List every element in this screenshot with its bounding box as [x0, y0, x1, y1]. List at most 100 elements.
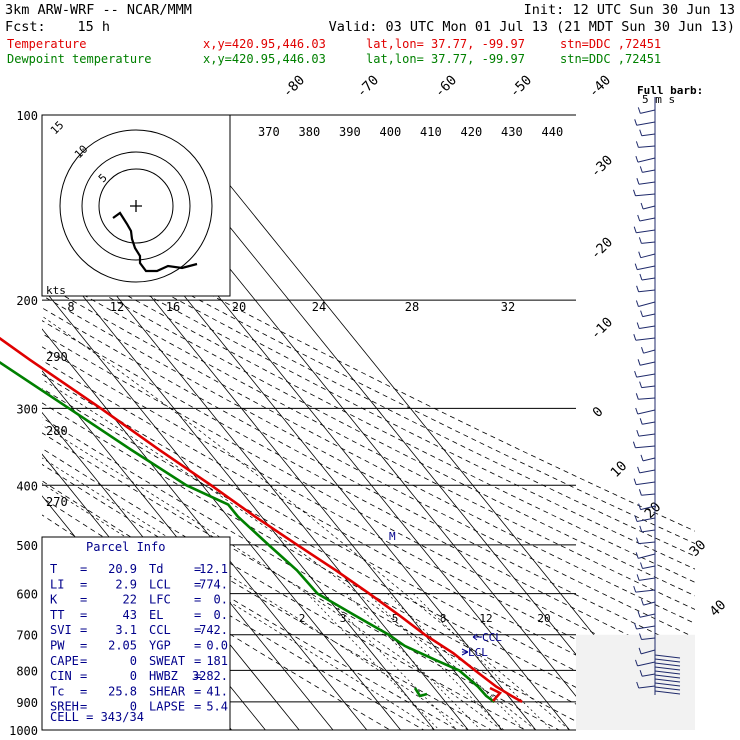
parcel-info-rows: T = 20.9 Td =12.1LI = 2.9 LCL =774.K = 22 LFC = 0.TT =…: [50, 562, 228, 714]
wind-barb: [639, 469, 656, 474]
wind-barb-feather: [640, 454, 644, 462]
wind-barb: [641, 529, 656, 533]
wind-key-subtitle: 5 m s: [642, 93, 675, 106]
wind-barb: [636, 517, 656, 522]
wind-barb-feather: [637, 107, 641, 114]
wind-barb-feather: [636, 322, 640, 329]
lcl-arrow: [461, 648, 469, 656]
wind-barb-feather: [640, 562, 643, 569]
background-shade: [576, 634, 695, 730]
mixing-ratio-label-20: 20: [537, 612, 550, 625]
wind-barb-feather: [638, 503, 642, 510]
theta-e-label-270: 270: [46, 495, 68, 509]
speed-label-28: 28: [405, 300, 419, 314]
wind-barb: [635, 193, 656, 197]
isotherm-label-10: 10: [608, 458, 631, 481]
hodograph-ring-15: [59, 129, 213, 283]
hodograph-trace: [112, 211, 198, 273]
pressure-label-200: 200: [16, 294, 38, 308]
moist-adiabat: [42, 424, 503, 730]
parcel-param-eq: =: [194, 669, 201, 683]
adiabat-label-380: 380: [299, 125, 321, 139]
wind-barb: [638, 397, 656, 400]
wind-barb-low: [654, 678, 681, 683]
wind-barb-feather: [639, 418, 643, 425]
parcel-param-eq: =: [194, 623, 201, 637]
wind-barb-feather: [636, 178, 640, 185]
parcel-param-name: LAPSE: [149, 700, 185, 714]
wind-barb: [642, 421, 656, 425]
parcel-param-value: 0.: [214, 593, 228, 607]
dry-adiabat: [42, 247, 695, 583]
parcel-param-eq: =: [80, 684, 87, 698]
parcel-param-value: 3282.: [192, 669, 228, 683]
mixing-ratio-label-12: 12: [479, 612, 492, 625]
pressure-label-600: 600: [16, 588, 38, 602]
speed-label-24: 24: [312, 300, 326, 314]
dry-adiabat: [42, 333, 695, 683]
hodograph-ring-5: [98, 168, 174, 244]
dewpoint-trace: [0, 361, 496, 703]
wind-barb: [635, 589, 656, 593]
dry-adiabat: [42, 259, 695, 597]
parcel-param-name: K: [50, 593, 58, 607]
wind-barb-feather: [639, 273, 643, 281]
isotherm-label--10: -10: [588, 314, 617, 343]
parcel-param-name: TT: [50, 608, 64, 622]
adiabat-label-420: 420: [461, 125, 483, 139]
isotherm-label-0: 0: [590, 404, 607, 421]
adiabat-labels: 370 380 390 400 410 420 430 440 8 12 16 20 24 28 32 290…: [46, 125, 563, 509]
wind-barb-feather: [634, 622, 637, 630]
wind-barb: [642, 205, 656, 210]
wind-barb: [640, 505, 656, 511]
wind-barbs: [632, 107, 681, 695]
pressure-label-700: 700: [16, 629, 38, 643]
wind-barb: [638, 553, 656, 559]
mixing-ratio-labels: 2 3 5 8 12 20: [299, 612, 551, 625]
pressure-label-300: 300: [16, 402, 38, 416]
wind-barb-feather: [638, 489, 642, 496]
temperature-station: stn=DDC ,72451: [560, 37, 661, 51]
pressure-label-900: 900: [16, 696, 38, 710]
wind-barb: [640, 253, 656, 259]
wind-barb: [639, 613, 656, 618]
wind-barb-feather: [634, 119, 638, 126]
wind-barb: [637, 265, 656, 271]
wind-barb-feather: [637, 611, 641, 618]
wind-barb: [636, 229, 656, 234]
parcel-param-eq: =: [194, 593, 201, 607]
temperature-trace: [0, 336, 523, 704]
lcl-marker: LCL: [461, 646, 488, 659]
parcel-info-panel: Parcel Info T = 20.9 Td =12.1LI = 2.9 LCL =774.K…: [41, 536, 231, 731]
parcel-param-eq: =: [194, 608, 201, 622]
parcel-param-eq: =: [80, 669, 87, 683]
wind-barb: [638, 145, 656, 148]
theta-e-label-290: 290: [46, 350, 68, 364]
wind-barb: [638, 289, 656, 293]
hodograph: 5 10 15 kts: [41, 114, 231, 297]
isotherm-label--50: -50: [507, 72, 536, 101]
isotherm: [42, 244, 435, 730]
dry-adiabat: [42, 463, 492, 730]
wind-barb-feather: [635, 393, 639, 400]
isotherm-label--80: -80: [280, 72, 309, 101]
wind-barb-feather: [638, 251, 642, 258]
wind-barb-feather: [637, 214, 641, 222]
speed-label-32: 32: [501, 300, 515, 314]
hodograph-center-cross: [130, 200, 142, 212]
mixing-ratio-label-2: 2: [299, 612, 306, 625]
ccl-label: CCL: [482, 631, 502, 644]
wind-barb: [642, 169, 656, 173]
wind-barb-feather: [635, 155, 639, 163]
pressure-label-500: 500: [16, 539, 38, 553]
wind-barb: [636, 481, 656, 486]
wind-barb-feather: [636, 681, 640, 689]
wind-barb: [641, 637, 656, 640]
wind-barb-feather: [637, 466, 641, 474]
dry-adiabat: [42, 236, 695, 570]
pressure-label-1000: 1000: [9, 724, 38, 738]
wind-barb-low: [654, 666, 681, 671]
wind-barb: [636, 625, 656, 630]
parcel-param-value: 5.4: [206, 700, 228, 714]
